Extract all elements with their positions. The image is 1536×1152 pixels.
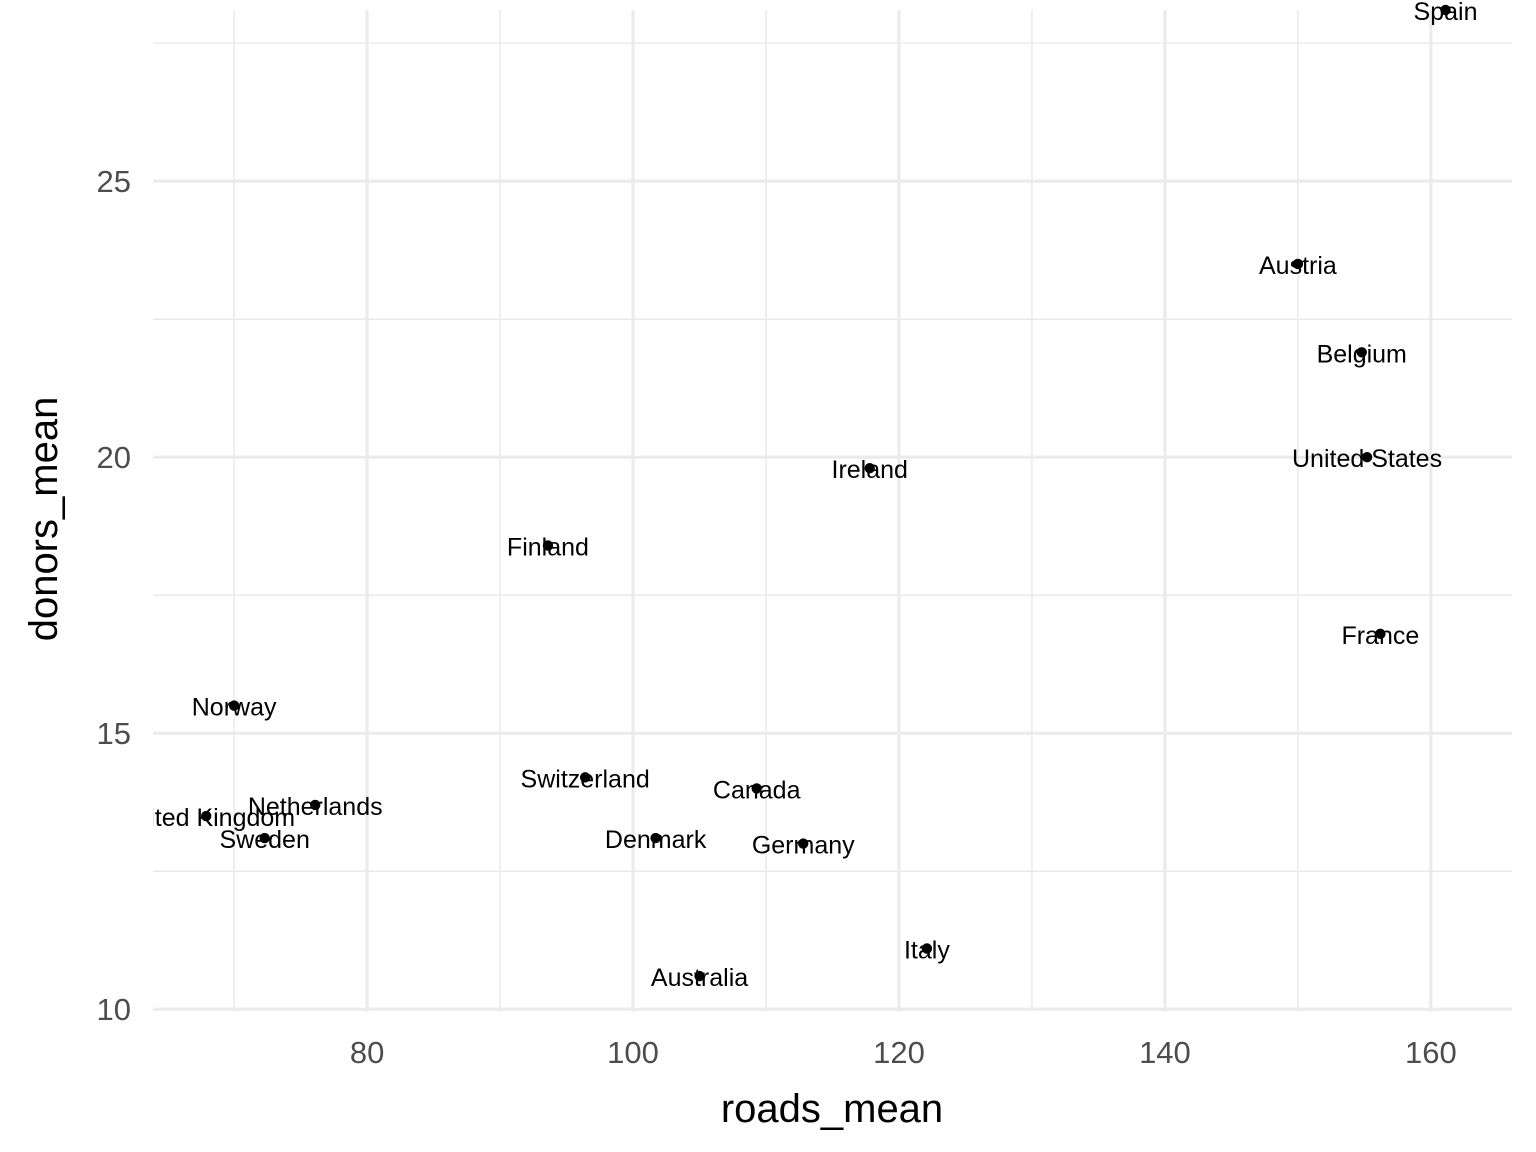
point-label: Australia — [651, 964, 748, 992]
data-point — [650, 832, 661, 844]
point-label: Germany — [752, 832, 855, 860]
data-point — [798, 838, 809, 849]
data-point — [310, 799, 321, 811]
tick-labels: 80 100 120 140 160 10 15 20 25 — [97, 164, 1457, 1070]
grid-lines — [153, 10, 1512, 1012]
y-tick-label: 20 — [97, 440, 131, 475]
data-point — [864, 463, 875, 474]
data-points — [200, 4, 1451, 982]
x-tick-label: 140 — [1139, 1035, 1191, 1070]
data-point — [694, 970, 705, 982]
data-point — [1375, 628, 1386, 640]
x-tick-label: 160 — [1405, 1035, 1457, 1070]
x-tick-label: 120 — [873, 1035, 925, 1070]
data-point — [1292, 258, 1304, 270]
point-label: Sweden — [220, 826, 310, 854]
point-label: Spain — [1414, 0, 1478, 26]
point-label: Finland — [507, 534, 589, 562]
point-label: Netherlands — [248, 793, 383, 821]
y-tick-label: 15 — [97, 716, 131, 751]
point-label: United Kingdom — [117, 804, 295, 832]
data-point — [921, 943, 933, 954]
data-point — [259, 832, 270, 844]
point-label: Belgium — [1317, 340, 1407, 368]
y-axis-title: donors_mean — [22, 397, 66, 642]
x-axis-title: roads_mean — [721, 1087, 943, 1131]
point-label: Austria — [1259, 252, 1337, 280]
point-label: Norway — [192, 694, 277, 722]
data-point — [1440, 4, 1451, 16]
x-tick-label: 80 — [350, 1035, 384, 1070]
point-label: Ireland — [832, 456, 908, 484]
point-label: Canada — [713, 776, 801, 804]
point-label: Italy — [904, 937, 950, 965]
point-label: Denmark — [605, 826, 707, 854]
point-labels: Spain Austria Belgium United States Ireland F… — [117, 0, 1478, 992]
y-tick-label: 10 — [97, 992, 131, 1027]
point-label: United States — [1292, 445, 1442, 473]
data-point — [542, 540, 554, 551]
point-label: Switzerland — [521, 765, 650, 793]
data-point — [751, 783, 762, 794]
y-tick-label: 25 — [97, 164, 131, 199]
data-point — [200, 810, 212, 822]
data-point — [1356, 347, 1367, 358]
data-point — [228, 700, 240, 711]
data-point — [579, 772, 591, 783]
point-label: France — [1341, 622, 1419, 650]
x-tick-label: 100 — [607, 1035, 659, 1070]
data-point — [1361, 451, 1373, 463]
